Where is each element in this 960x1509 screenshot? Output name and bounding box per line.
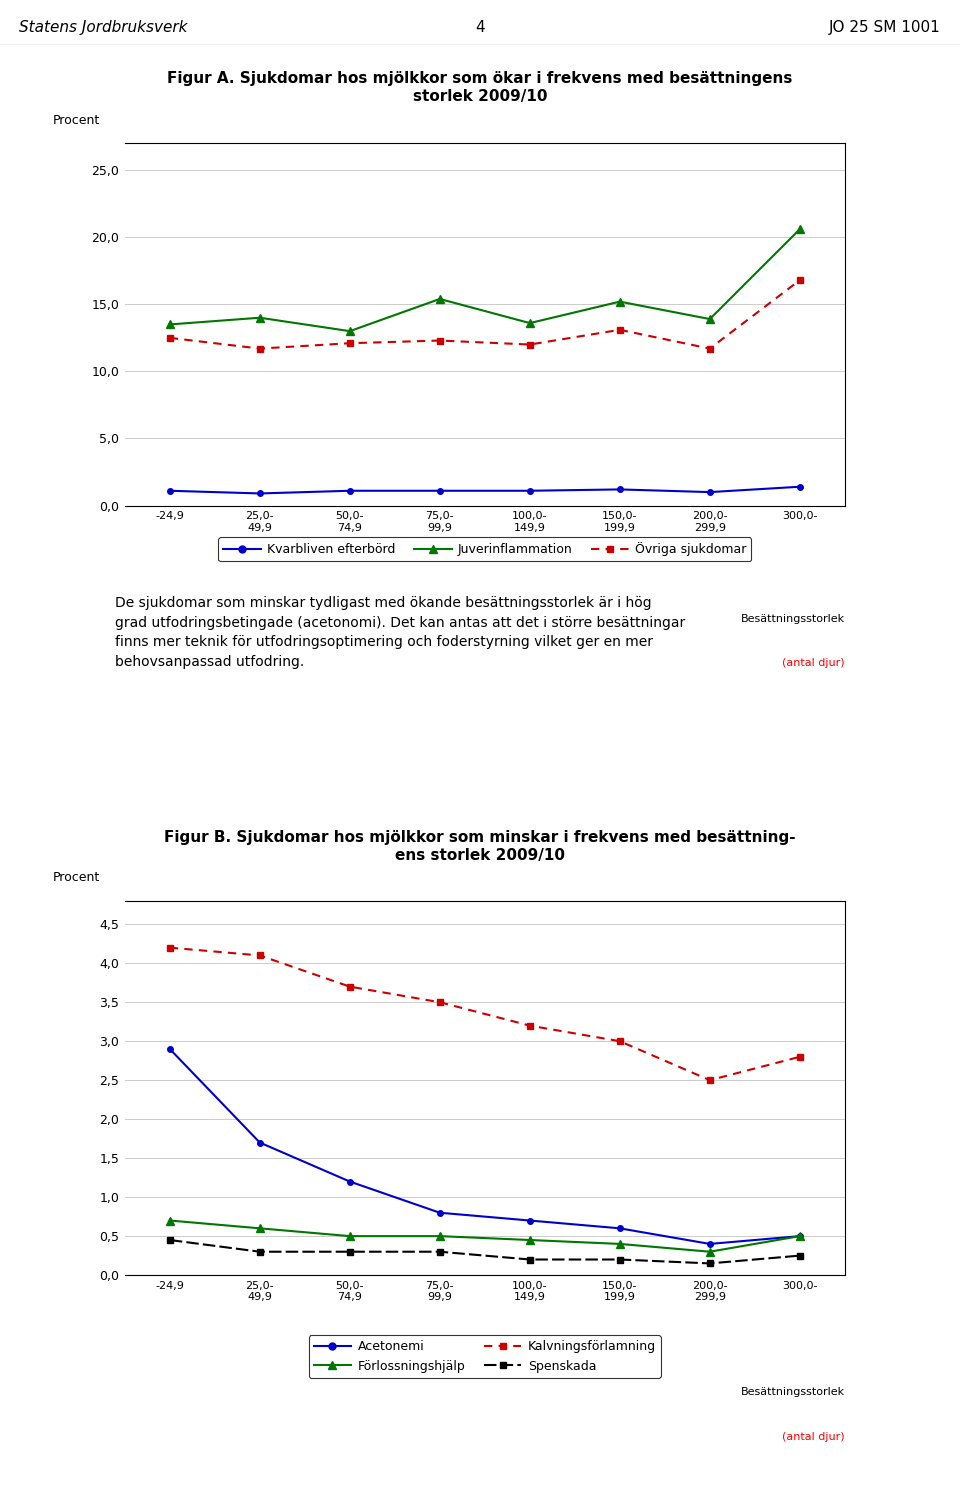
Text: Statens Jordbruksverk: Statens Jordbruksverk (19, 20, 188, 35)
Text: Procent: Procent (53, 871, 100, 884)
Text: (antal djur): (antal djur) (782, 1432, 845, 1443)
Text: Figur A. Sjukdomar hos mjölkkor som ökar i frekvens med besättningens
storlek 20: Figur A. Sjukdomar hos mjölkkor som ökar… (167, 71, 793, 104)
Text: De sjukdomar som minskar tydligast med ökande besättningsstorlek är i hög
grad u: De sjukdomar som minskar tydligast med ö… (115, 596, 685, 668)
Text: JO 25 SM 1001: JO 25 SM 1001 (829, 20, 941, 35)
Legend: Kvarbliven efterbörd, Juverinflammation, Övriga sjukdomar: Kvarbliven efterbörd, Juverinflammation,… (218, 537, 752, 561)
Text: Besättningsstorlek: Besättningsstorlek (741, 1387, 845, 1397)
Text: Figur B. Sjukdomar hos mjölkkor som minskar i frekvens med besättning-
ens storl: Figur B. Sjukdomar hos mjölkkor som mins… (164, 830, 796, 863)
Text: Besättningsstorlek: Besättningsstorlek (741, 614, 845, 625)
Text: 4: 4 (475, 20, 485, 35)
Text: (antal djur): (antal djur) (782, 658, 845, 667)
Legend: Acetonemi, Förlossningshjälp, Kalvningsförlamning, Spenskada: Acetonemi, Förlossningshjälp, Kalvningsf… (309, 1335, 660, 1378)
Text: Procent: Procent (53, 115, 100, 127)
